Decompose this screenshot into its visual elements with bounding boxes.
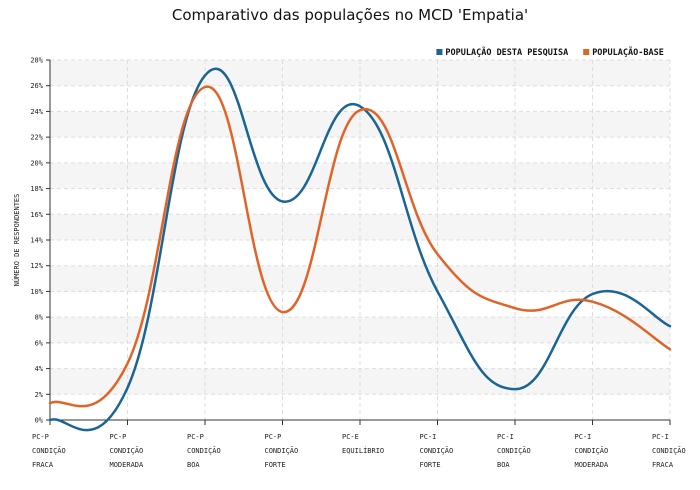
chart-title: Comparativo das populações no MCD 'Empat…: [172, 6, 528, 24]
legend-label: POPULAÇÃO DESTA PESQUISA: [445, 47, 568, 58]
axes: [46, 59, 671, 425]
x-tick-label: PC-I CONDIÇÃO BOA: [497, 433, 531, 469]
x-tick-label: PC-E EQUILÍBRIO: [342, 433, 384, 455]
legend-swatch: [436, 49, 443, 55]
y-tick-label: 8%: [35, 314, 44, 322]
y-axis-label: NÚMERO DE RESPONDENTES: [12, 194, 21, 287]
y-tick-label: 18%: [30, 185, 43, 193]
y-tick-label: 22%: [30, 134, 43, 142]
x-tick-label: PC-P CONDIÇÃO FORTE: [265, 433, 299, 469]
y-tick-label: 16%: [30, 211, 43, 219]
series-line-1: [48, 67, 672, 432]
x-tick-label: PC-P CONDIÇÃO FRACA: [32, 433, 66, 469]
x-tick-label: PC-I CONDIÇÃO FORTE: [420, 433, 454, 469]
legend: POPULAÇÃO DESTA PESQUISA POPULAÇÃO-BASE: [436, 47, 664, 58]
y-tick-label: 0%: [35, 417, 44, 425]
y-tick-label: 14%: [30, 237, 43, 245]
x-tick-label: PC-P CONDIÇÃO BOA: [187, 433, 221, 469]
y-tick-label: 2%: [35, 391, 44, 399]
tick-labels: 0% 2% 4% 6% 8% 10% 12% 14% 16% 18% 20% 22% 24% 26% 28%…: [30, 57, 685, 470]
y-tick-label: 28%: [30, 57, 43, 65]
x-tick-label: PC-P CONDIÇÃO MODERADA: [110, 433, 145, 469]
y-tick-label: 12%: [30, 262, 43, 270]
series-lines: [48, 67, 672, 432]
x-tick-label: PC-I CONDIÇÃO FRACA: [652, 433, 686, 469]
y-tick-label: 24%: [30, 108, 43, 116]
x-tick-label: PC-I CONDIÇÃO MODERADA: [575, 433, 610, 469]
y-tick-label: 4%: [35, 365, 44, 373]
y-tick-label: 26%: [30, 82, 43, 90]
y-tick-label: 10%: [30, 288, 43, 296]
legend-label: POPULAÇÃO-BASE: [592, 47, 664, 58]
legend-swatch: [583, 49, 590, 55]
y-tick-label: 6%: [35, 339, 44, 347]
y-tick-label: 20%: [30, 159, 43, 167]
series-line-2: [48, 85, 672, 408]
